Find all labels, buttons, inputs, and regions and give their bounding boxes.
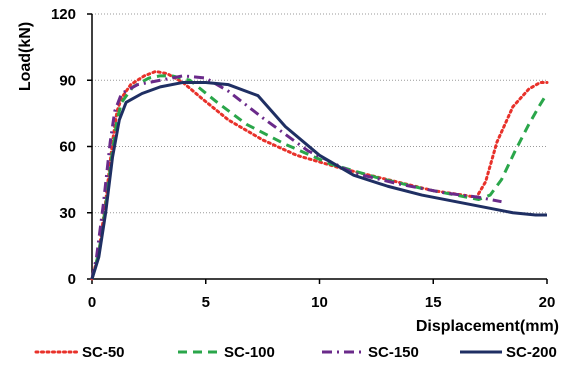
x-tick-label-2: 10 xyxy=(311,294,328,311)
y-axis-title: Load(kN) xyxy=(17,22,34,91)
series-line-sc-200 xyxy=(90,80,547,280)
legend: SC-50 SC-100 SC-150 SC-200 xyxy=(34,344,557,361)
legend-label-sc-100: SC-100 xyxy=(224,344,275,361)
grid-layer xyxy=(92,13,547,214)
x-tick-label-0: 0 xyxy=(88,294,96,311)
series-line-sc-150 xyxy=(90,74,502,280)
y-tick-label-3: 90 xyxy=(59,72,76,89)
series-line-sc-50 xyxy=(90,69,549,281)
x-tick-label-4: 20 xyxy=(539,294,556,311)
series-layer xyxy=(90,69,549,281)
series-line-sc-100 xyxy=(90,74,549,280)
x-tick-label-1: 5 xyxy=(202,294,210,311)
y-tick-label-0: 0 xyxy=(68,271,76,288)
x-axis-title: Displacement(mm) xyxy=(416,318,559,335)
legend-label-sc-200: SC-200 xyxy=(506,344,557,361)
ticks-layer: 0 30 60 90 120 0 5 10 15 20 xyxy=(51,6,555,311)
axes-layer xyxy=(91,14,547,280)
x-tick-label-3: 15 xyxy=(425,294,442,311)
y-tick-label-4: 120 xyxy=(51,6,76,23)
legend-label-sc-150: SC-150 xyxy=(368,344,419,361)
y-tick-label-1: 30 xyxy=(59,205,76,222)
y-tick-label-2: 60 xyxy=(59,139,76,156)
legend-label-sc-50: SC-50 xyxy=(82,344,125,361)
